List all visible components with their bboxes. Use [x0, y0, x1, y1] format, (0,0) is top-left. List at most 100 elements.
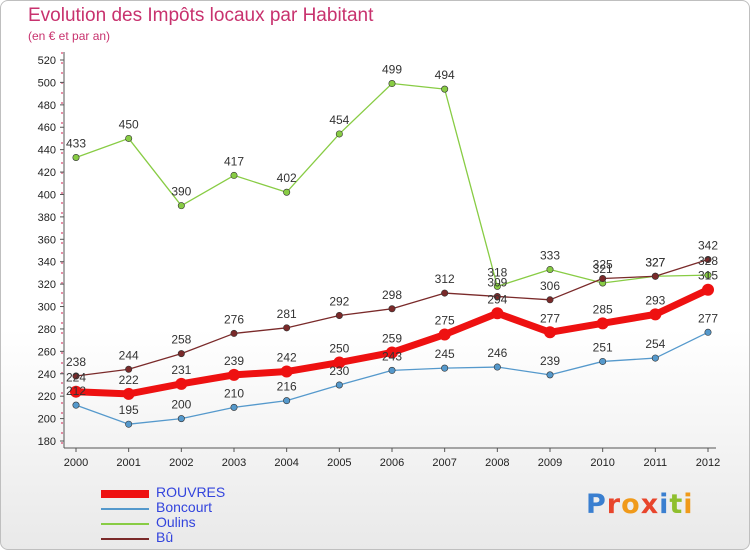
data-point: [230, 329, 238, 337]
data-label: 250: [329, 342, 349, 356]
data-label: 328: [698, 254, 718, 268]
data-point: [388, 305, 396, 313]
data-label: 277: [698, 311, 718, 325]
data-label: 243: [382, 349, 402, 363]
x-tick-label: 2003: [222, 457, 246, 469]
data-label: 306: [540, 279, 560, 293]
data-point: [546, 371, 554, 379]
y-tick-label: 240: [38, 369, 56, 381]
data-label: 222: [119, 373, 139, 387]
y-tick-label: 360: [38, 234, 56, 246]
data-point: [177, 202, 185, 210]
y-tick-label: 340: [38, 257, 56, 269]
data-point: [493, 292, 501, 300]
x-tick-label: 2011: [644, 457, 668, 469]
data-label: 212: [66, 384, 86, 398]
data-point: [651, 272, 659, 280]
data-point: [335, 381, 343, 389]
data-label: 298: [382, 288, 402, 302]
data-point: [125, 134, 133, 142]
data-label: 258: [171, 333, 191, 347]
data-point: [177, 415, 185, 423]
data-label: 195: [119, 403, 139, 417]
data-label: 238: [66, 355, 86, 369]
data-label: 216: [277, 380, 297, 394]
data-label: 312: [435, 272, 455, 286]
data-point: [493, 363, 501, 371]
data-point: [125, 365, 133, 373]
data-label: 231: [171, 363, 191, 377]
data-point: [441, 364, 449, 372]
legend-swatch: [101, 538, 149, 540]
y-tick-label: 440: [38, 145, 56, 157]
data-point: [599, 275, 607, 283]
legend-swatch: [101, 523, 149, 525]
data-point: [280, 365, 293, 378]
data-point: [122, 387, 135, 400]
data-label: 292: [329, 294, 349, 308]
data-point: [546, 296, 554, 304]
data-label: 417: [224, 154, 244, 168]
x-tick-label: 2006: [380, 457, 404, 469]
data-point: [283, 188, 291, 196]
legend-label: Boncourt: [156, 499, 213, 515]
chart-title: Evolution des Impôts locaux par Habitant: [28, 5, 374, 26]
y-tick-label: 220: [38, 391, 56, 403]
data-point: [333, 356, 346, 369]
data-point: [70, 385, 82, 398]
data-point: [546, 266, 554, 274]
y-tick-label: 180: [38, 436, 56, 448]
x-tick-label: 2005: [327, 457, 351, 469]
x-tick-label: 2001: [116, 457, 140, 469]
proxiti-logo: Proxiti: [586, 489, 694, 520]
data-label: 333: [540, 249, 560, 263]
data-label: 244: [119, 348, 139, 362]
legend-label: ROUVRES: [156, 484, 226, 500]
y-tick-label: 460: [38, 122, 56, 134]
data-point: [335, 311, 343, 319]
data-label: 294: [487, 292, 507, 306]
data-label: 390: [171, 185, 191, 199]
data-point: [596, 317, 609, 330]
data-point: [599, 357, 607, 365]
data-label: 254: [645, 337, 665, 351]
x-tick-label: 2012: [696, 457, 720, 469]
y-tick-label: 260: [38, 346, 56, 358]
data-point: [441, 289, 449, 297]
x-tick-label: 2002: [169, 457, 193, 469]
data-label: 275: [435, 314, 455, 328]
y-tick-label: 200: [38, 414, 56, 426]
data-label: 499: [382, 63, 402, 77]
data-label: 325: [593, 258, 613, 272]
data-label: 281: [277, 307, 297, 321]
data-label: 239: [224, 354, 244, 368]
y-tick-label: 420: [38, 167, 56, 179]
chart-subtitle: (en € et par an): [28, 29, 111, 43]
data-point: [72, 372, 80, 380]
data-point: [651, 354, 659, 362]
data-point: [228, 368, 240, 381]
y-tick-label: 320: [38, 279, 56, 291]
data-label: 450: [119, 117, 139, 131]
data-point: [388, 80, 396, 88]
data-label: 251: [593, 340, 613, 354]
data-label: 224: [66, 371, 86, 385]
data-label: 246: [487, 346, 507, 360]
data-point: [702, 283, 714, 296]
data-point: [649, 308, 662, 321]
data-label: 210: [224, 386, 244, 400]
data-point: [230, 403, 238, 411]
data-point: [230, 171, 238, 179]
data-label: 230: [329, 364, 349, 378]
y-tick-label: 500: [38, 77, 56, 89]
data-point: [388, 366, 396, 374]
y-tick-label: 380: [38, 212, 56, 224]
data-label: 239: [540, 354, 560, 368]
x-tick-label: 2004: [274, 457, 298, 469]
y-tick-label: 480: [38, 100, 56, 112]
data-label: 321: [593, 262, 613, 276]
legend-swatch: [101, 508, 149, 510]
data-point: [283, 324, 291, 332]
x-tick-label: 2000: [64, 457, 88, 469]
